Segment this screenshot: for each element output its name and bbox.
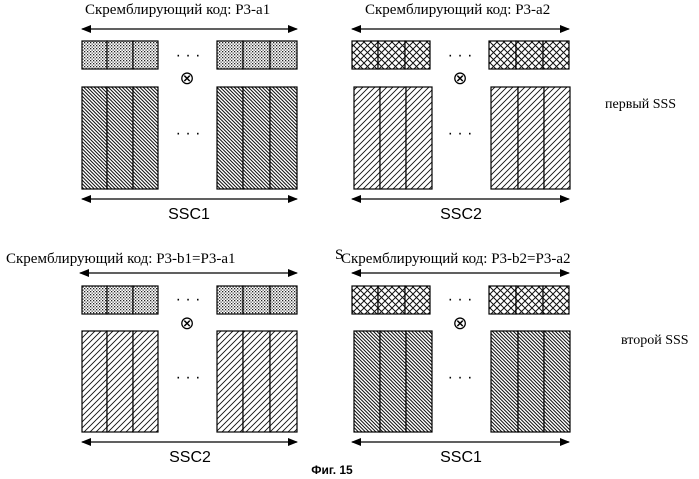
scramble-code-cell: [404, 285, 431, 315]
scramble-code-cell: [106, 40, 134, 70]
ssc-block-cell: [517, 86, 545, 190]
ssc-block-cell: [353, 330, 381, 433]
panel-top-left: Скремблирующий код: Р3-а1 · · · ⊗ · · · …: [81, 2, 298, 223]
scramble-code-cell: [542, 285, 570, 315]
row-label-second: второй SSS: [621, 333, 689, 348]
ssc-block-left-group: [353, 86, 433, 190]
ssc-block-cell: [379, 86, 407, 190]
scramble-code-right-group: [216, 40, 298, 70]
panel-header: Скремблирующий код: Р3-b2=Р3-а2: [341, 251, 571, 267]
multiply-icon: ⊗: [452, 68, 467, 88]
ssc-block-cell: [543, 86, 571, 190]
ssc-label: SSC2: [169, 449, 211, 466]
row-label-first: первый SSS: [605, 97, 676, 112]
ssc-block-cell: [106, 330, 134, 433]
panel-header: Скремблирующий код: Р3-b1=Р3-а1: [6, 251, 236, 267]
figure-caption: Фиг. 15: [311, 463, 353, 477]
scramble-code-left-group: [351, 40, 431, 70]
multiply-icon: ⊗: [179, 68, 194, 88]
ssc-block-left-group: [353, 330, 433, 433]
ellipsis-dots: · · ·: [176, 125, 201, 142]
ssc-block-cell: [517, 330, 545, 433]
multiply-icon: ⊗: [452, 313, 467, 333]
ellipsis-dots: · · ·: [176, 291, 201, 308]
ssc-block-cell: [543, 330, 571, 433]
ellipsis-dots: · · ·: [448, 125, 473, 142]
multiply-icon: ⊗: [179, 313, 194, 333]
ellipsis-dots: · · ·: [176, 47, 201, 64]
ssc-block-cell: [81, 86, 108, 190]
scramble-code-right-group: [488, 40, 570, 70]
ellipsis-dots: · · ·: [448, 369, 473, 386]
ssc-block-cell: [216, 330, 244, 433]
ssc-block-cell: [353, 86, 381, 190]
scramble-code-cell: [132, 285, 159, 315]
ssc-block-right-group: [490, 330, 571, 433]
scramble-code-left-group: [351, 285, 431, 315]
ssc-block-cell: [242, 330, 271, 433]
ssc-block-cell: [242, 86, 271, 190]
scramble-code-left-group: [81, 40, 159, 70]
ssc-block-cell: [405, 330, 433, 433]
scramble-code-left-group: [81, 285, 159, 315]
panel-top-right: Скремблирующий код: Р3-а2 · · · ⊗ · · · …: [351, 2, 571, 223]
panel-header: Скремблирующий код: Р3-а2: [365, 2, 550, 18]
ellipsis-dots: · · ·: [176, 369, 201, 386]
ssc-block-left-group: [81, 330, 159, 433]
scramble-code-cell: [216, 285, 244, 315]
panel-bottom-right: S Скремблирующий код: Р3-b2=Р3-а2 · · · …: [335, 247, 571, 466]
ssc-block-cell: [269, 330, 298, 433]
ssc-label: SSC2: [440, 206, 482, 223]
ssc-block-cell: [269, 86, 298, 190]
scramble-code-cell: [488, 285, 517, 315]
ellipsis-dots: · · ·: [448, 291, 473, 308]
ssc-block-cell: [405, 86, 433, 190]
panel-header: Скремблирующий код: Р3-а1: [85, 2, 270, 18]
scramble-code-cell: [242, 285, 271, 315]
ssc-block-left-group: [81, 86, 159, 190]
scramble-code-cell: [269, 285, 298, 315]
scramble-code-cell: [216, 40, 244, 70]
scramble-code-cell: [81, 40, 108, 70]
ssc-block-cell: [490, 86, 519, 190]
ellipsis-dots: · · ·: [448, 47, 473, 64]
panel-header-prefix: S: [335, 247, 343, 263]
ssc-block-right-group: [216, 330, 298, 433]
scramble-code-cell: [269, 40, 298, 70]
ssc-block-right-group: [490, 86, 571, 190]
scramble-code-right-group: [488, 285, 570, 315]
ssc-block-cell: [379, 330, 407, 433]
scramble-code-cell: [377, 285, 406, 315]
ssc-block-cell: [132, 330, 159, 433]
scramble-code-cell: [351, 40, 379, 70]
scramble-code-cell: [106, 285, 134, 315]
ssc-block-cell: [106, 86, 134, 190]
scramble-code-cell: [81, 285, 108, 315]
scramble-code-cell: [351, 285, 379, 315]
scramble-code-cell: [404, 40, 431, 70]
scramble-code-cell: [515, 40, 544, 70]
scramble-code-cell: [515, 285, 544, 315]
ssc-block-cell: [216, 86, 244, 190]
panel-bottom-left: Скремблирующий код: Р3-b1=Р3-а1 · · · ⊗ …: [6, 251, 298, 466]
ssc-block-right-group: [216, 86, 298, 190]
scramble-code-cell: [488, 40, 517, 70]
scramble-code-cell: [377, 40, 406, 70]
ssc-block-cell: [132, 86, 159, 190]
ssc-block-cell: [490, 330, 519, 433]
scramble-code-cell: [132, 40, 159, 70]
scramble-code-cell: [242, 40, 271, 70]
scramble-code-right-group: [216, 285, 298, 315]
ssc-label: SSC1: [440, 449, 482, 466]
scramble-code-cell: [542, 40, 570, 70]
ssc-label: SSC1: [168, 206, 210, 223]
ssc-block-cell: [81, 330, 108, 433]
